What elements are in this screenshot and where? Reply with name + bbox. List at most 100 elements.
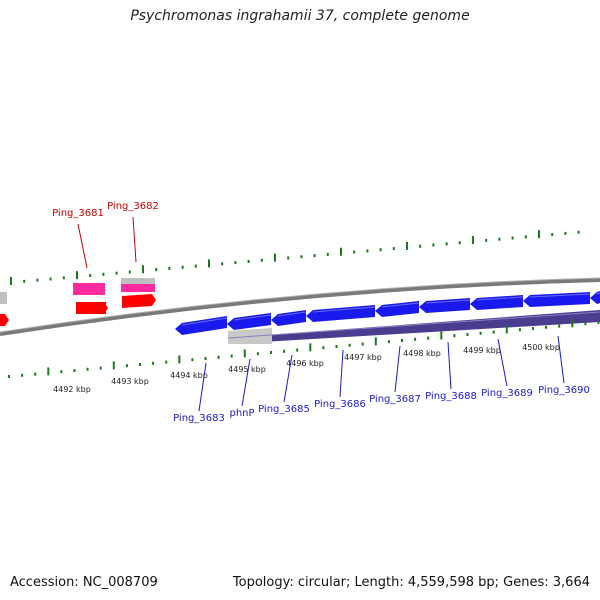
minor-tick xyxy=(597,321,600,324)
major-tick xyxy=(47,367,50,376)
reverse-gene-arrow[interactable] xyxy=(306,305,375,322)
minor-tick xyxy=(60,370,63,374)
minor-tick xyxy=(414,337,417,341)
minor-tick xyxy=(445,242,448,246)
leader-line xyxy=(394,345,401,393)
minor-tick xyxy=(283,349,286,353)
minor-tick xyxy=(191,358,194,362)
minor-tick xyxy=(401,339,403,342)
minor-tick xyxy=(584,322,587,326)
minor-tick xyxy=(204,357,207,360)
minor-tick xyxy=(36,278,39,282)
reverse-gene-arrow[interactable] xyxy=(375,301,419,317)
minor-tick xyxy=(326,252,329,256)
reverse-gene-track xyxy=(175,291,600,335)
minor-tick xyxy=(466,333,469,336)
minor-tick xyxy=(217,355,220,359)
gene-label-bottom[interactable]: Ping_3686 xyxy=(314,399,366,410)
minor-tick xyxy=(524,235,527,239)
leader-line xyxy=(241,358,251,407)
leader-line xyxy=(497,338,508,387)
minor-tick xyxy=(234,261,237,265)
minor-tick xyxy=(492,330,495,334)
minor-tick xyxy=(260,258,263,262)
minor-tick xyxy=(545,325,548,329)
scale-label: 4497 kbp xyxy=(344,353,382,362)
reverse-gene-arrow[interactable] xyxy=(470,295,523,310)
reverse-gene-arrow[interactable] xyxy=(227,313,271,330)
minor-tick xyxy=(485,238,488,242)
minor-tick xyxy=(128,270,131,274)
scale-label: 4498 kbp xyxy=(403,349,441,358)
minor-tick xyxy=(256,352,259,356)
minor-tick xyxy=(287,256,290,260)
gene-arrow-ping3682[interactable] xyxy=(122,294,156,308)
arrow-highlight xyxy=(529,293,591,298)
minor-tick xyxy=(366,249,369,253)
arrow-highlight xyxy=(181,317,228,326)
minor-tick xyxy=(8,375,10,378)
arrow-highlight xyxy=(381,302,420,308)
major-tick xyxy=(274,253,276,262)
forward-gene-track xyxy=(0,278,156,326)
gene-feature-partial[interactable] xyxy=(0,292,7,304)
minor-tick xyxy=(168,266,171,270)
major-tick xyxy=(309,343,312,352)
minor-tick xyxy=(296,348,299,352)
gene-arrow-partial[interactable] xyxy=(0,314,9,326)
gene-label-bottom[interactable]: phnP xyxy=(229,408,254,419)
minor-tick xyxy=(155,268,158,272)
minor-tick xyxy=(532,327,534,330)
minor-tick xyxy=(322,346,325,350)
minor-tick xyxy=(558,324,561,328)
minor-tick xyxy=(577,230,580,234)
minor-tick xyxy=(564,231,567,235)
arrow-highlight xyxy=(425,299,471,304)
gene-label-bottom[interactable]: Ping_3683 xyxy=(173,413,225,424)
minor-tick xyxy=(34,372,37,376)
reverse-gene-arrow[interactable] xyxy=(175,316,227,335)
minor-tick xyxy=(300,255,303,259)
gene-label-bottom[interactable]: Ping_3688 xyxy=(425,391,477,402)
minor-tick xyxy=(99,366,102,370)
leader-line xyxy=(339,349,344,398)
major-tick xyxy=(571,319,574,328)
minor-tick xyxy=(62,276,65,280)
minor-tick xyxy=(551,233,554,237)
arrow-highlight xyxy=(277,311,307,317)
reverse-gene-arrow[interactable] xyxy=(590,291,600,304)
minor-tick xyxy=(479,331,482,335)
gene-feature-rna[interactable] xyxy=(73,283,105,295)
major-tick xyxy=(142,265,144,274)
reverse-gene-arrow[interactable] xyxy=(523,292,590,307)
minor-tick xyxy=(247,259,250,263)
gene-feature-rna-pink[interactable] xyxy=(121,284,155,292)
major-tick xyxy=(505,325,508,334)
reverse-gene-arrow[interactable] xyxy=(271,310,306,326)
gene-label-top[interactable]: Ping_3682 xyxy=(107,201,159,212)
minor-tick xyxy=(335,345,338,348)
accession-text: Accession: NC_008709 xyxy=(10,575,158,590)
gene-label-bottom[interactable]: Ping_3685 xyxy=(258,404,310,415)
gene-label-bottom[interactable]: Ping_3689 xyxy=(481,388,533,399)
minor-tick xyxy=(165,360,168,364)
major-tick xyxy=(440,331,443,340)
gene-label-bottom[interactable]: Ping_3690 xyxy=(538,385,590,396)
minor-tick xyxy=(115,271,118,275)
gene-label-bottom[interactable]: Ping_3687 xyxy=(369,394,421,405)
arrow-highlight xyxy=(233,314,272,321)
leader-line xyxy=(557,335,565,384)
major-tick xyxy=(208,259,210,268)
major-tick xyxy=(10,277,12,285)
minor-tick xyxy=(348,343,351,347)
gene-arrow-ping3681[interactable] xyxy=(76,302,108,314)
reverse-gene-arrow[interactable] xyxy=(419,298,470,313)
minor-tick xyxy=(379,248,382,252)
gene-label-top[interactable]: Ping_3681 xyxy=(52,208,104,219)
scale-label: 4499 kbp xyxy=(463,346,501,355)
minor-tick xyxy=(387,340,390,344)
gene-feature-rna[interactable] xyxy=(121,278,155,288)
leader-line xyxy=(77,223,88,269)
scale-labels: 4492 kbp 4493 kbp 4494 kbp 4495 kbp 4496 kbp… xyxy=(53,343,560,394)
